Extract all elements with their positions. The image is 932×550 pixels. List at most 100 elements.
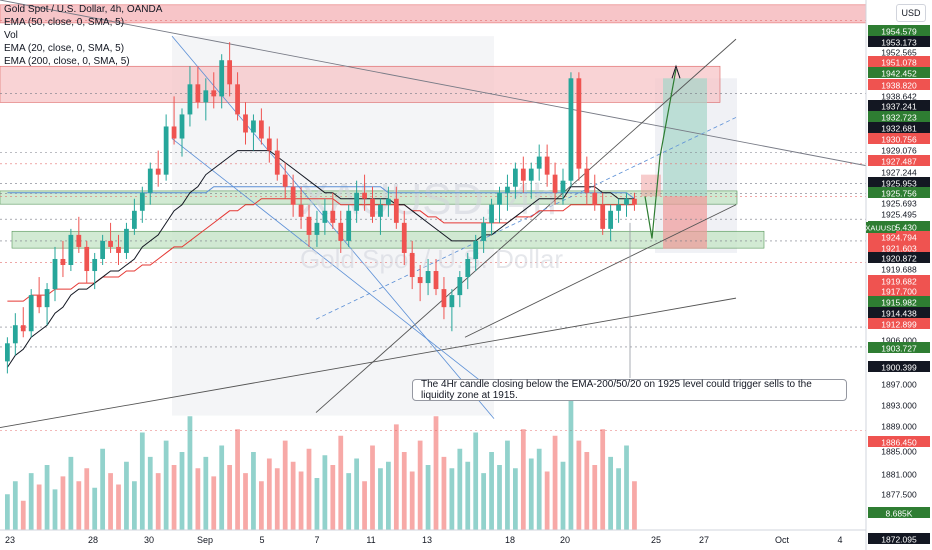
price-label-bg [868, 67, 930, 78]
symbol-tag-bg [866, 222, 896, 233]
price-label-bg [868, 507, 930, 518]
price-tick-label: 1919.688 [881, 265, 917, 275]
price-tick-label: 1914.438 [881, 309, 917, 319]
liquidity-zone [11, 230, 765, 249]
volume-bar [219, 445, 225, 530]
volume-bar [171, 465, 177, 530]
volume-bar [243, 473, 248, 530]
price-label-bg [868, 307, 930, 318]
volume-bar [235, 429, 240, 530]
volume-bar [378, 468, 383, 530]
candle [497, 192, 502, 205]
volume-bar [497, 465, 502, 530]
legend-ema20[interactable]: EMA (20, close, 0, SMA, 5) [4, 43, 125, 54]
time-tick-label: 28 [88, 535, 98, 545]
candle [259, 120, 264, 139]
volume-bar [417, 440, 423, 530]
price-tick-label: 1930.756 [881, 135, 917, 145]
volume-bar [282, 440, 288, 530]
volume-bar [84, 468, 90, 530]
volume-bar [163, 440, 169, 530]
candle [44, 289, 50, 308]
candle [584, 168, 590, 193]
price-tick-label: 1953.173 [881, 38, 917, 48]
candle [441, 289, 447, 308]
candle [195, 84, 201, 103]
candle [100, 240, 106, 259]
ema200-line [7, 186, 635, 200]
price-tick-label: 1938.820 [881, 81, 917, 91]
candle [433, 271, 439, 290]
volume-bar [147, 456, 153, 530]
volume-bar [68, 456, 74, 530]
candle [409, 252, 415, 278]
price-label-bg [868, 436, 930, 447]
legend-vol[interactable]: Vol [4, 30, 18, 41]
candle [60, 258, 66, 265]
volume-bar [362, 481, 367, 530]
volume-bar [92, 487, 98, 530]
candle [417, 277, 423, 284]
volume-bar [632, 481, 637, 530]
price-label-bg [868, 342, 930, 353]
price-label-bg [868, 36, 930, 47]
candle [489, 204, 494, 223]
channel-lower [464, 204, 737, 338]
candle [481, 222, 487, 241]
volume-bar [568, 400, 574, 530]
candle [211, 90, 217, 97]
volume-bar [314, 478, 320, 530]
price-tick-label: 1920.872 [881, 254, 917, 264]
legend-ema50[interactable]: EMA (50, close, 0, SMA, 5) [4, 17, 125, 28]
annotation-callout[interactable]: The 4Hr candle closing below the EMA-200… [412, 379, 847, 401]
candle [401, 222, 407, 253]
price-tick-label: 1927.244 [881, 168, 917, 178]
candle [203, 90, 209, 103]
volume-bar [465, 461, 471, 530]
volume-bar [393, 424, 399, 530]
candle [592, 192, 598, 205]
time-tick-label: 27 [699, 535, 709, 545]
currency-button[interactable]: USD [896, 4, 926, 22]
candle [290, 186, 296, 205]
legend-title[interactable]: Gold Spot / U.S. Dollar, 4h, OANDA [4, 4, 163, 15]
price-label-bg [868, 155, 930, 166]
volume-bar [489, 452, 494, 530]
price-tick-label: 1900.399 [881, 363, 917, 373]
candle [330, 210, 336, 223]
volume-bar [616, 468, 621, 530]
candle [227, 60, 233, 85]
candle [449, 295, 455, 308]
candle [624, 198, 629, 205]
price-tick-label: 1889.000 [881, 422, 917, 432]
volume-bar [338, 435, 344, 530]
volume-bar [306, 448, 312, 530]
price-tick-label: 8.685K [886, 509, 913, 519]
price-tick-label: 1932.681 [881, 124, 917, 134]
volume-bar [60, 476, 66, 530]
candle [108, 240, 113, 247]
candle [314, 222, 320, 235]
price-label-bg [868, 111, 930, 122]
price-label-bg [868, 56, 930, 67]
candle [171, 126, 177, 139]
candle [354, 192, 360, 211]
price-label-bg [868, 252, 930, 263]
price-label-bg [868, 79, 930, 90]
price-tick-label: 1951.078 [881, 58, 917, 68]
volume-bar [36, 484, 42, 530]
candle [457, 277, 463, 296]
time-tick-label: Oct [775, 535, 790, 545]
candle [632, 198, 637, 205]
legend-ema200[interactable]: EMA (200, close, 0, SMA, 5) [4, 56, 130, 67]
candle [465, 258, 471, 278]
candle [147, 168, 153, 193]
volume-bar [155, 473, 161, 530]
candle [338, 222, 344, 241]
candle [92, 258, 98, 272]
candle [386, 198, 391, 205]
volume-bar [124, 461, 129, 530]
price-label-bg [868, 318, 930, 329]
entry-box [641, 174, 661, 197]
